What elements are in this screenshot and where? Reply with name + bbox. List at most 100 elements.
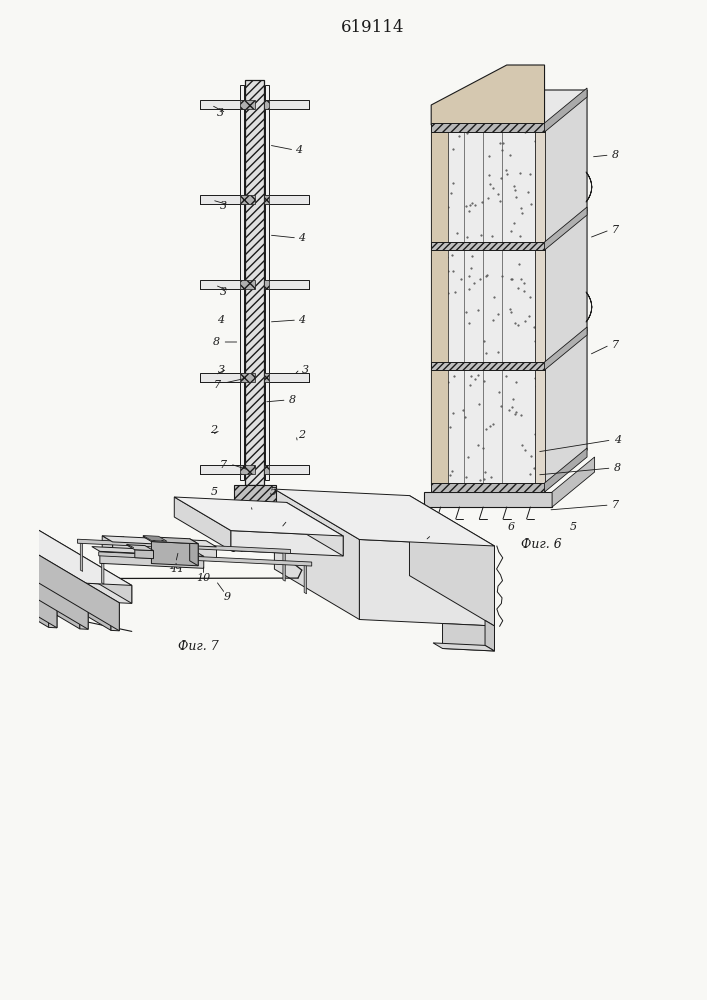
Polygon shape bbox=[112, 542, 216, 561]
Bar bbox=[240, 280, 255, 289]
Text: 3: 3 bbox=[302, 365, 309, 375]
Polygon shape bbox=[544, 327, 587, 370]
Point bbox=[508, 215, 520, 231]
Point bbox=[448, 175, 459, 191]
Polygon shape bbox=[0, 523, 132, 585]
Point bbox=[486, 469, 497, 485]
Point bbox=[525, 166, 536, 182]
Bar bbox=[240, 195, 255, 204]
Point bbox=[486, 228, 498, 244]
Text: 5: 5 bbox=[270, 487, 277, 497]
Point bbox=[493, 344, 504, 360]
Point bbox=[520, 313, 531, 329]
Text: Фиг. 6: Фиг. 6 bbox=[521, 538, 562, 552]
Text: 5: 5 bbox=[569, 522, 576, 532]
Point bbox=[440, 204, 451, 220]
Polygon shape bbox=[431, 245, 448, 365]
Point bbox=[510, 404, 521, 420]
Polygon shape bbox=[274, 489, 359, 619]
Point bbox=[515, 228, 526, 244]
Point bbox=[493, 306, 504, 322]
Point bbox=[474, 396, 485, 412]
Text: 3: 3 bbox=[218, 365, 225, 375]
Text: 4: 4 bbox=[296, 145, 303, 155]
Point bbox=[518, 283, 530, 299]
Point bbox=[506, 271, 518, 287]
Point bbox=[504, 301, 515, 317]
Polygon shape bbox=[78, 539, 291, 553]
Point bbox=[435, 171, 446, 187]
Text: 8: 8 bbox=[288, 395, 296, 405]
Point bbox=[532, 423, 543, 439]
Text: Фиг. 7: Фиг. 7 bbox=[177, 640, 218, 652]
Point bbox=[463, 203, 474, 219]
Text: 7: 7 bbox=[214, 380, 221, 390]
Point bbox=[479, 464, 491, 480]
Point bbox=[479, 471, 490, 487]
Bar bbox=[264, 373, 269, 382]
Polygon shape bbox=[0, 542, 18, 626]
Point bbox=[433, 280, 444, 296]
Point bbox=[481, 345, 492, 361]
Point bbox=[533, 265, 544, 281]
Polygon shape bbox=[544, 90, 587, 245]
Point bbox=[438, 315, 449, 331]
Polygon shape bbox=[0, 543, 49, 627]
Point bbox=[515, 407, 527, 423]
Point bbox=[457, 402, 469, 418]
Point bbox=[455, 271, 467, 287]
Polygon shape bbox=[283, 552, 285, 581]
Point bbox=[524, 466, 535, 482]
Polygon shape bbox=[231, 531, 343, 556]
Text: 8: 8 bbox=[612, 150, 619, 160]
Polygon shape bbox=[544, 210, 587, 365]
Point bbox=[479, 373, 490, 389]
Point bbox=[519, 442, 530, 458]
Bar bbox=[535, 125, 544, 485]
Bar bbox=[200, 373, 310, 382]
Point bbox=[431, 401, 442, 417]
Text: 6: 6 bbox=[508, 522, 515, 532]
Point bbox=[530, 378, 542, 394]
Polygon shape bbox=[431, 365, 448, 485]
Point bbox=[529, 370, 540, 386]
Point bbox=[466, 248, 477, 264]
Polygon shape bbox=[544, 448, 587, 492]
Polygon shape bbox=[0, 543, 57, 600]
Point bbox=[446, 463, 457, 479]
Polygon shape bbox=[49, 599, 57, 628]
Point bbox=[506, 399, 518, 415]
Polygon shape bbox=[286, 502, 343, 556]
Point bbox=[513, 317, 524, 333]
Polygon shape bbox=[431, 125, 448, 245]
Bar bbox=[431, 242, 544, 250]
Polygon shape bbox=[80, 601, 88, 629]
Point bbox=[442, 249, 453, 265]
Point bbox=[449, 284, 460, 300]
Point bbox=[525, 196, 537, 212]
Bar bbox=[264, 280, 269, 289]
Point bbox=[467, 195, 478, 211]
Text: Фиг. 5: Фиг. 5 bbox=[228, 542, 269, 554]
Point bbox=[448, 263, 459, 279]
Polygon shape bbox=[0, 545, 88, 629]
Point bbox=[443, 374, 454, 390]
Point bbox=[438, 331, 449, 347]
Point bbox=[465, 368, 477, 384]
Bar bbox=[240, 100, 255, 109]
Text: 6: 6 bbox=[248, 527, 255, 537]
Point bbox=[494, 193, 506, 209]
Text: 3: 3 bbox=[287, 513, 294, 523]
Point bbox=[529, 333, 540, 349]
Polygon shape bbox=[103, 536, 112, 556]
Text: 7: 7 bbox=[612, 500, 619, 510]
Point bbox=[493, 186, 504, 202]
Point bbox=[515, 271, 527, 287]
Point bbox=[469, 371, 480, 387]
Point bbox=[484, 148, 495, 164]
Point bbox=[516, 437, 527, 453]
Point bbox=[477, 440, 489, 456]
Polygon shape bbox=[552, 457, 595, 507]
Point bbox=[433, 423, 444, 439]
Text: 3: 3 bbox=[220, 201, 227, 211]
